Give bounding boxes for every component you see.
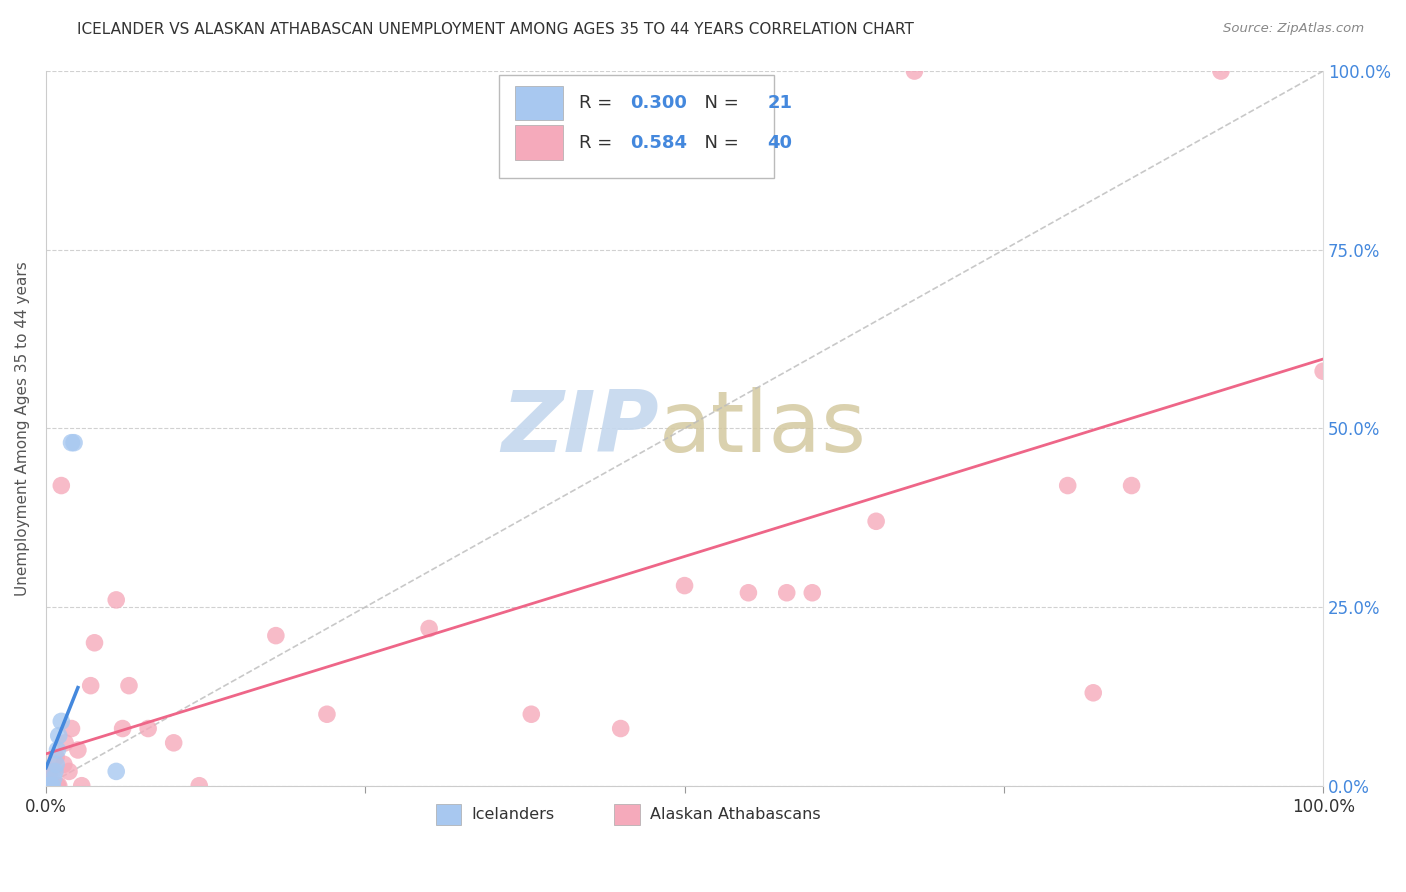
Text: Source: ZipAtlas.com: Source: ZipAtlas.com	[1223, 22, 1364, 36]
Point	[42, 772, 65, 786]
FancyBboxPatch shape	[515, 86, 564, 120]
Text: ICELANDER VS ALASKAN ATHABASCAN UNEMPLOYMENT AMONG AGES 35 TO 44 YEARS CORRELATI: ICELANDER VS ALASKAN ATHABASCAN UNEMPLOY…	[77, 22, 914, 37]
Point	[35, 779, 58, 793]
Point	[1083, 686, 1105, 700]
Point	[1312, 364, 1334, 378]
Point	[1121, 478, 1143, 492]
FancyBboxPatch shape	[499, 75, 773, 178]
Point	[35, 779, 58, 793]
Text: atlas: atlas	[659, 387, 868, 470]
Text: R =: R =	[578, 134, 617, 152]
Point	[60, 435, 83, 450]
Point	[46, 743, 69, 757]
Point	[35, 779, 58, 793]
Point	[53, 736, 76, 750]
Point	[520, 707, 543, 722]
Point	[66, 743, 89, 757]
Point	[58, 764, 80, 779]
Point	[48, 779, 70, 793]
Point	[118, 679, 141, 693]
Point	[903, 64, 925, 78]
Y-axis label: Unemployment Among Ages 35 to 44 years: Unemployment Among Ages 35 to 44 years	[15, 261, 30, 596]
Point	[35, 779, 58, 793]
Point	[60, 722, 83, 736]
Point	[45, 757, 67, 772]
Point	[46, 779, 69, 793]
FancyBboxPatch shape	[436, 804, 461, 825]
Text: 40: 40	[768, 134, 793, 152]
Point	[163, 736, 186, 750]
Point	[673, 579, 696, 593]
Point	[51, 714, 73, 729]
Point	[83, 636, 105, 650]
Point	[79, 679, 101, 693]
Point	[35, 779, 58, 793]
Point	[865, 514, 887, 528]
Point	[418, 622, 440, 636]
Point	[52, 757, 75, 772]
Text: 0.300: 0.300	[630, 95, 686, 112]
Point	[45, 750, 67, 764]
Text: R =: R =	[578, 95, 617, 112]
Point	[35, 779, 58, 793]
Point	[35, 779, 58, 793]
Point	[35, 779, 58, 793]
Text: N =: N =	[693, 134, 745, 152]
Point	[63, 435, 86, 450]
Point	[188, 779, 211, 793]
Text: 21: 21	[768, 95, 793, 112]
FancyBboxPatch shape	[614, 804, 640, 825]
Point	[264, 629, 287, 643]
Point	[776, 586, 799, 600]
Point	[39, 779, 62, 793]
Point	[38, 779, 60, 793]
Point	[1056, 478, 1078, 492]
Point	[111, 722, 134, 736]
Point	[51, 478, 73, 492]
Point	[35, 779, 58, 793]
Point	[38, 764, 60, 779]
Point	[316, 707, 339, 722]
Text: N =: N =	[693, 95, 745, 112]
FancyBboxPatch shape	[515, 126, 564, 160]
Point	[35, 779, 58, 793]
Text: ZIP: ZIP	[502, 387, 659, 470]
Point	[35, 779, 58, 793]
Point	[105, 593, 128, 607]
Text: Alaskan Athabascans: Alaskan Athabascans	[650, 806, 821, 822]
Point	[136, 722, 159, 736]
Text: 0.584: 0.584	[630, 134, 686, 152]
Point	[41, 779, 63, 793]
Point	[737, 586, 759, 600]
Point	[801, 586, 824, 600]
Point	[44, 764, 66, 779]
Point	[1209, 64, 1232, 78]
Point	[609, 722, 631, 736]
Point	[105, 764, 128, 779]
Point	[70, 779, 93, 793]
Point	[48, 729, 70, 743]
Text: Icelanders: Icelanders	[471, 806, 554, 822]
Point	[35, 779, 58, 793]
Point	[41, 764, 63, 779]
Point	[39, 779, 62, 793]
